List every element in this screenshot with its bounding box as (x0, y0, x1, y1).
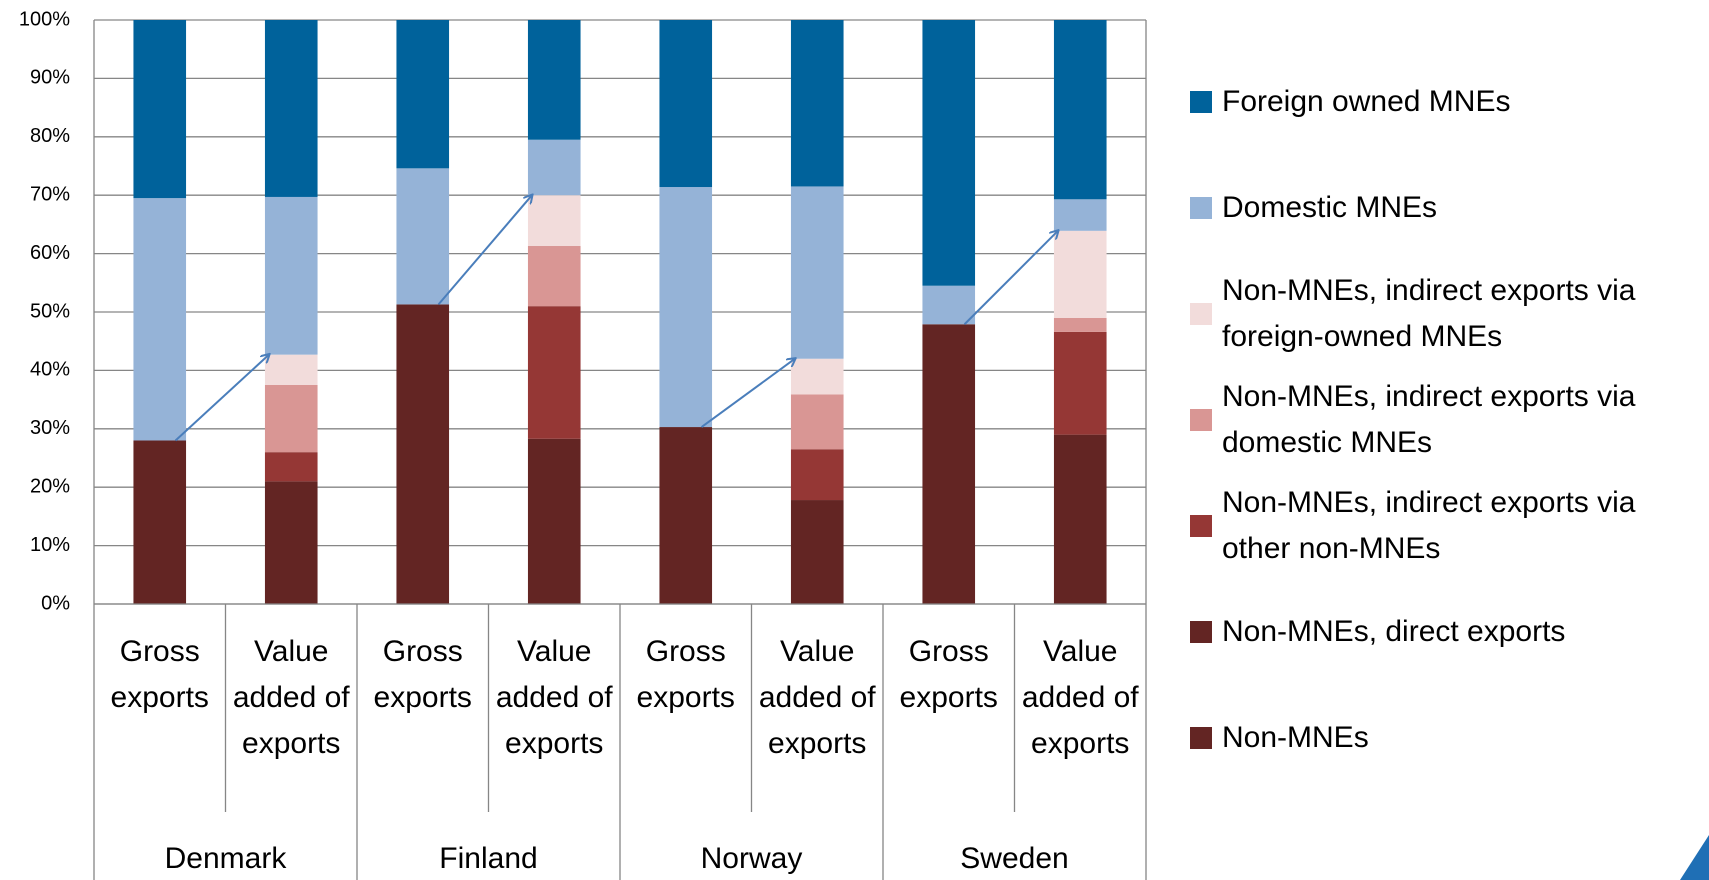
y-tick-label: 20% (30, 475, 70, 497)
legend-label: Foreign owned MNEs (1222, 85, 1511, 118)
bar-segment (790, 449, 844, 501)
bar-segment (264, 354, 318, 385)
bar-segment (264, 452, 318, 482)
bar-segment (133, 20, 187, 199)
bar-segment (396, 168, 450, 305)
bar-segment (264, 481, 318, 604)
legend-label: Domestic MNEs (1222, 191, 1438, 224)
y-tick-label: 40% (30, 359, 70, 381)
bar-segment (133, 198, 187, 441)
legend-entry: Non-MNEs, indirect exports via other non… (1190, 473, 1700, 579)
legend: Foreign owned MNEs Domestic MNEs Non-MNEs,… (1190, 49, 1700, 791)
bar-segment (659, 20, 713, 188)
x-tick-label: Value added of exports (1021, 635, 1139, 760)
x-tick-label: Gross exports (373, 635, 472, 714)
legend-entry: Non-MNEs, indirect exports via domestic … (1190, 367, 1700, 473)
bar-segment (396, 304, 450, 604)
bar-segment (264, 385, 318, 453)
legend-label: Non-MNEs, indirect exports via foreign-o… (1222, 274, 1636, 353)
y-tick-label: 70% (30, 183, 70, 205)
legend-swatch (1190, 621, 1212, 643)
arrow (174, 355, 269, 442)
bar-segment (396, 20, 450, 169)
y-tick-label: 90% (30, 67, 70, 89)
legend-entry: Non-MNEs (1190, 685, 1700, 791)
y-tick-label: 80% (30, 125, 70, 147)
bar-segment (1053, 20, 1107, 200)
y-tick-label: 10% (30, 534, 70, 556)
legend-swatch (1190, 515, 1212, 537)
bar-segment (264, 196, 318, 355)
bar-segment (790, 186, 844, 359)
bar-segment (1053, 199, 1107, 231)
arrow (963, 231, 1058, 325)
group-label: Finland (439, 842, 538, 875)
x-tick-label: Value added of exports (232, 635, 350, 760)
bar-segment (659, 427, 713, 604)
bar-segment (527, 438, 581, 604)
y-tick-label: 50% (30, 300, 70, 322)
bar-segment (790, 394, 844, 450)
x-tick-label: Gross exports (636, 635, 735, 714)
legend-entry: Non-MNEs, direct exports (1190, 579, 1700, 685)
legend-entry: Domestic MNEs (1190, 155, 1700, 261)
bar-segment (527, 139, 581, 196)
bar-segment (1053, 434, 1107, 604)
arrow (700, 359, 795, 428)
bar-segment (264, 20, 318, 197)
legend-swatch (1190, 409, 1212, 431)
y-tick-label: 0% (41, 592, 70, 614)
bar-segment (659, 187, 713, 428)
x-tick-label: Gross exports (110, 635, 209, 714)
legend-swatch (1190, 303, 1212, 325)
arrow (437, 195, 532, 306)
bar-segment (1053, 317, 1107, 332)
bar-segment (922, 20, 976, 286)
y-tick-label: 60% (30, 242, 70, 264)
y-tick-label: 100% (19, 8, 70, 30)
bar-segment (133, 440, 187, 604)
bar-segment (1053, 230, 1107, 318)
bar-segment (527, 20, 581, 140)
corner-decoration (1680, 835, 1709, 880)
bar-segment (790, 20, 844, 187)
x-tick-label: Value added of exports (758, 635, 876, 760)
group-label: Norway (700, 842, 803, 875)
y-tick-label: 30% (30, 417, 70, 439)
bar-segment (790, 500, 844, 604)
legend-swatch (1190, 91, 1212, 113)
legend-swatch (1190, 197, 1212, 219)
bar-segment (527, 306, 581, 439)
legend-label: Non-MNEs, indirect exports via other non… (1222, 486, 1636, 565)
bar-segment (790, 358, 844, 395)
group-label: Denmark (164, 842, 287, 875)
bar-segment (922, 324, 976, 604)
group-label: Sweden (960, 842, 1069, 875)
x-tick-label: Gross exports (899, 635, 998, 714)
legend-label: Non-MNEs, indirect exports via domestic … (1222, 380, 1636, 459)
x-tick-label: Value added of exports (495, 635, 613, 760)
legend-label: Non-MNEs, direct exports (1222, 615, 1566, 648)
legend-swatch (1190, 727, 1212, 749)
legend-label: Non-MNEs (1222, 721, 1369, 754)
bar-segment (1053, 331, 1107, 435)
legend-entry: Non-MNEs, indirect exports via foreign-o… (1190, 261, 1700, 367)
bar-segment (922, 285, 976, 325)
bar-segment (527, 246, 581, 307)
legend-entry: Foreign owned MNEs (1190, 49, 1700, 155)
bar-segment (527, 195, 581, 247)
